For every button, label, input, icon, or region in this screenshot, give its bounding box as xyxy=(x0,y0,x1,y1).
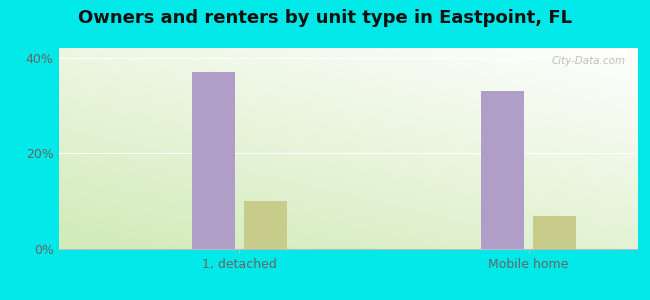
Bar xyxy=(481,91,524,249)
Bar xyxy=(244,201,287,249)
Bar xyxy=(533,215,577,249)
Text: City-Data.com: City-Data.com xyxy=(551,56,625,66)
Bar xyxy=(192,72,235,249)
Text: Owners and renters by unit type in Eastpoint, FL: Owners and renters by unit type in Eastp… xyxy=(78,9,572,27)
